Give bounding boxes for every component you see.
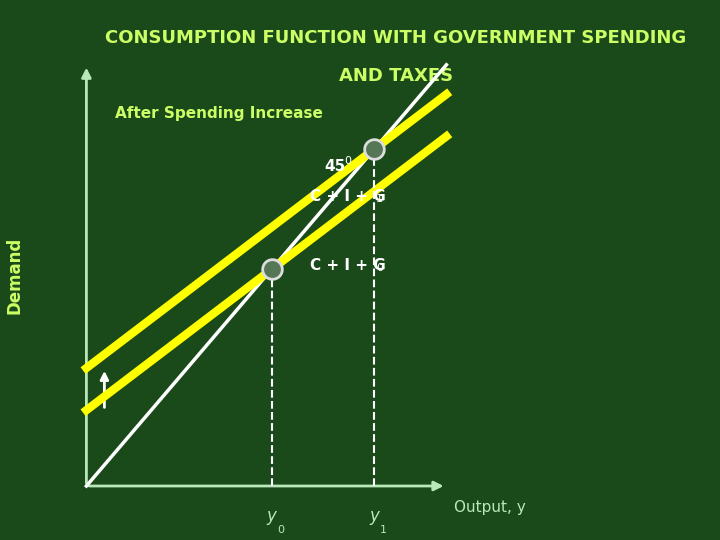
Point bbox=[266, 265, 277, 274]
Text: CONSUMPTION FUNCTION WITH GOVERNMENT SPENDING: CONSUMPTION FUNCTION WITH GOVERNMENT SPE… bbox=[105, 29, 687, 47]
Text: AND TAXES: AND TAXES bbox=[339, 66, 453, 85]
Text: y: y bbox=[369, 507, 379, 525]
Text: C + I + G: C + I + G bbox=[310, 258, 385, 273]
Text: Demand: Demand bbox=[5, 237, 23, 314]
Point bbox=[369, 145, 380, 153]
Text: C + I + G: C + I + G bbox=[310, 189, 385, 204]
Text: 1: 1 bbox=[376, 194, 383, 204]
Text: Output, y: Output, y bbox=[454, 500, 526, 515]
Text: y: y bbox=[266, 507, 276, 525]
Text: After Spending Increase: After Spending Increase bbox=[115, 106, 323, 121]
Text: 0: 0 bbox=[344, 156, 351, 166]
Text: 1: 1 bbox=[380, 525, 387, 536]
Text: 45: 45 bbox=[324, 159, 346, 174]
Text: 0: 0 bbox=[277, 525, 284, 536]
Text: 0: 0 bbox=[376, 263, 383, 273]
